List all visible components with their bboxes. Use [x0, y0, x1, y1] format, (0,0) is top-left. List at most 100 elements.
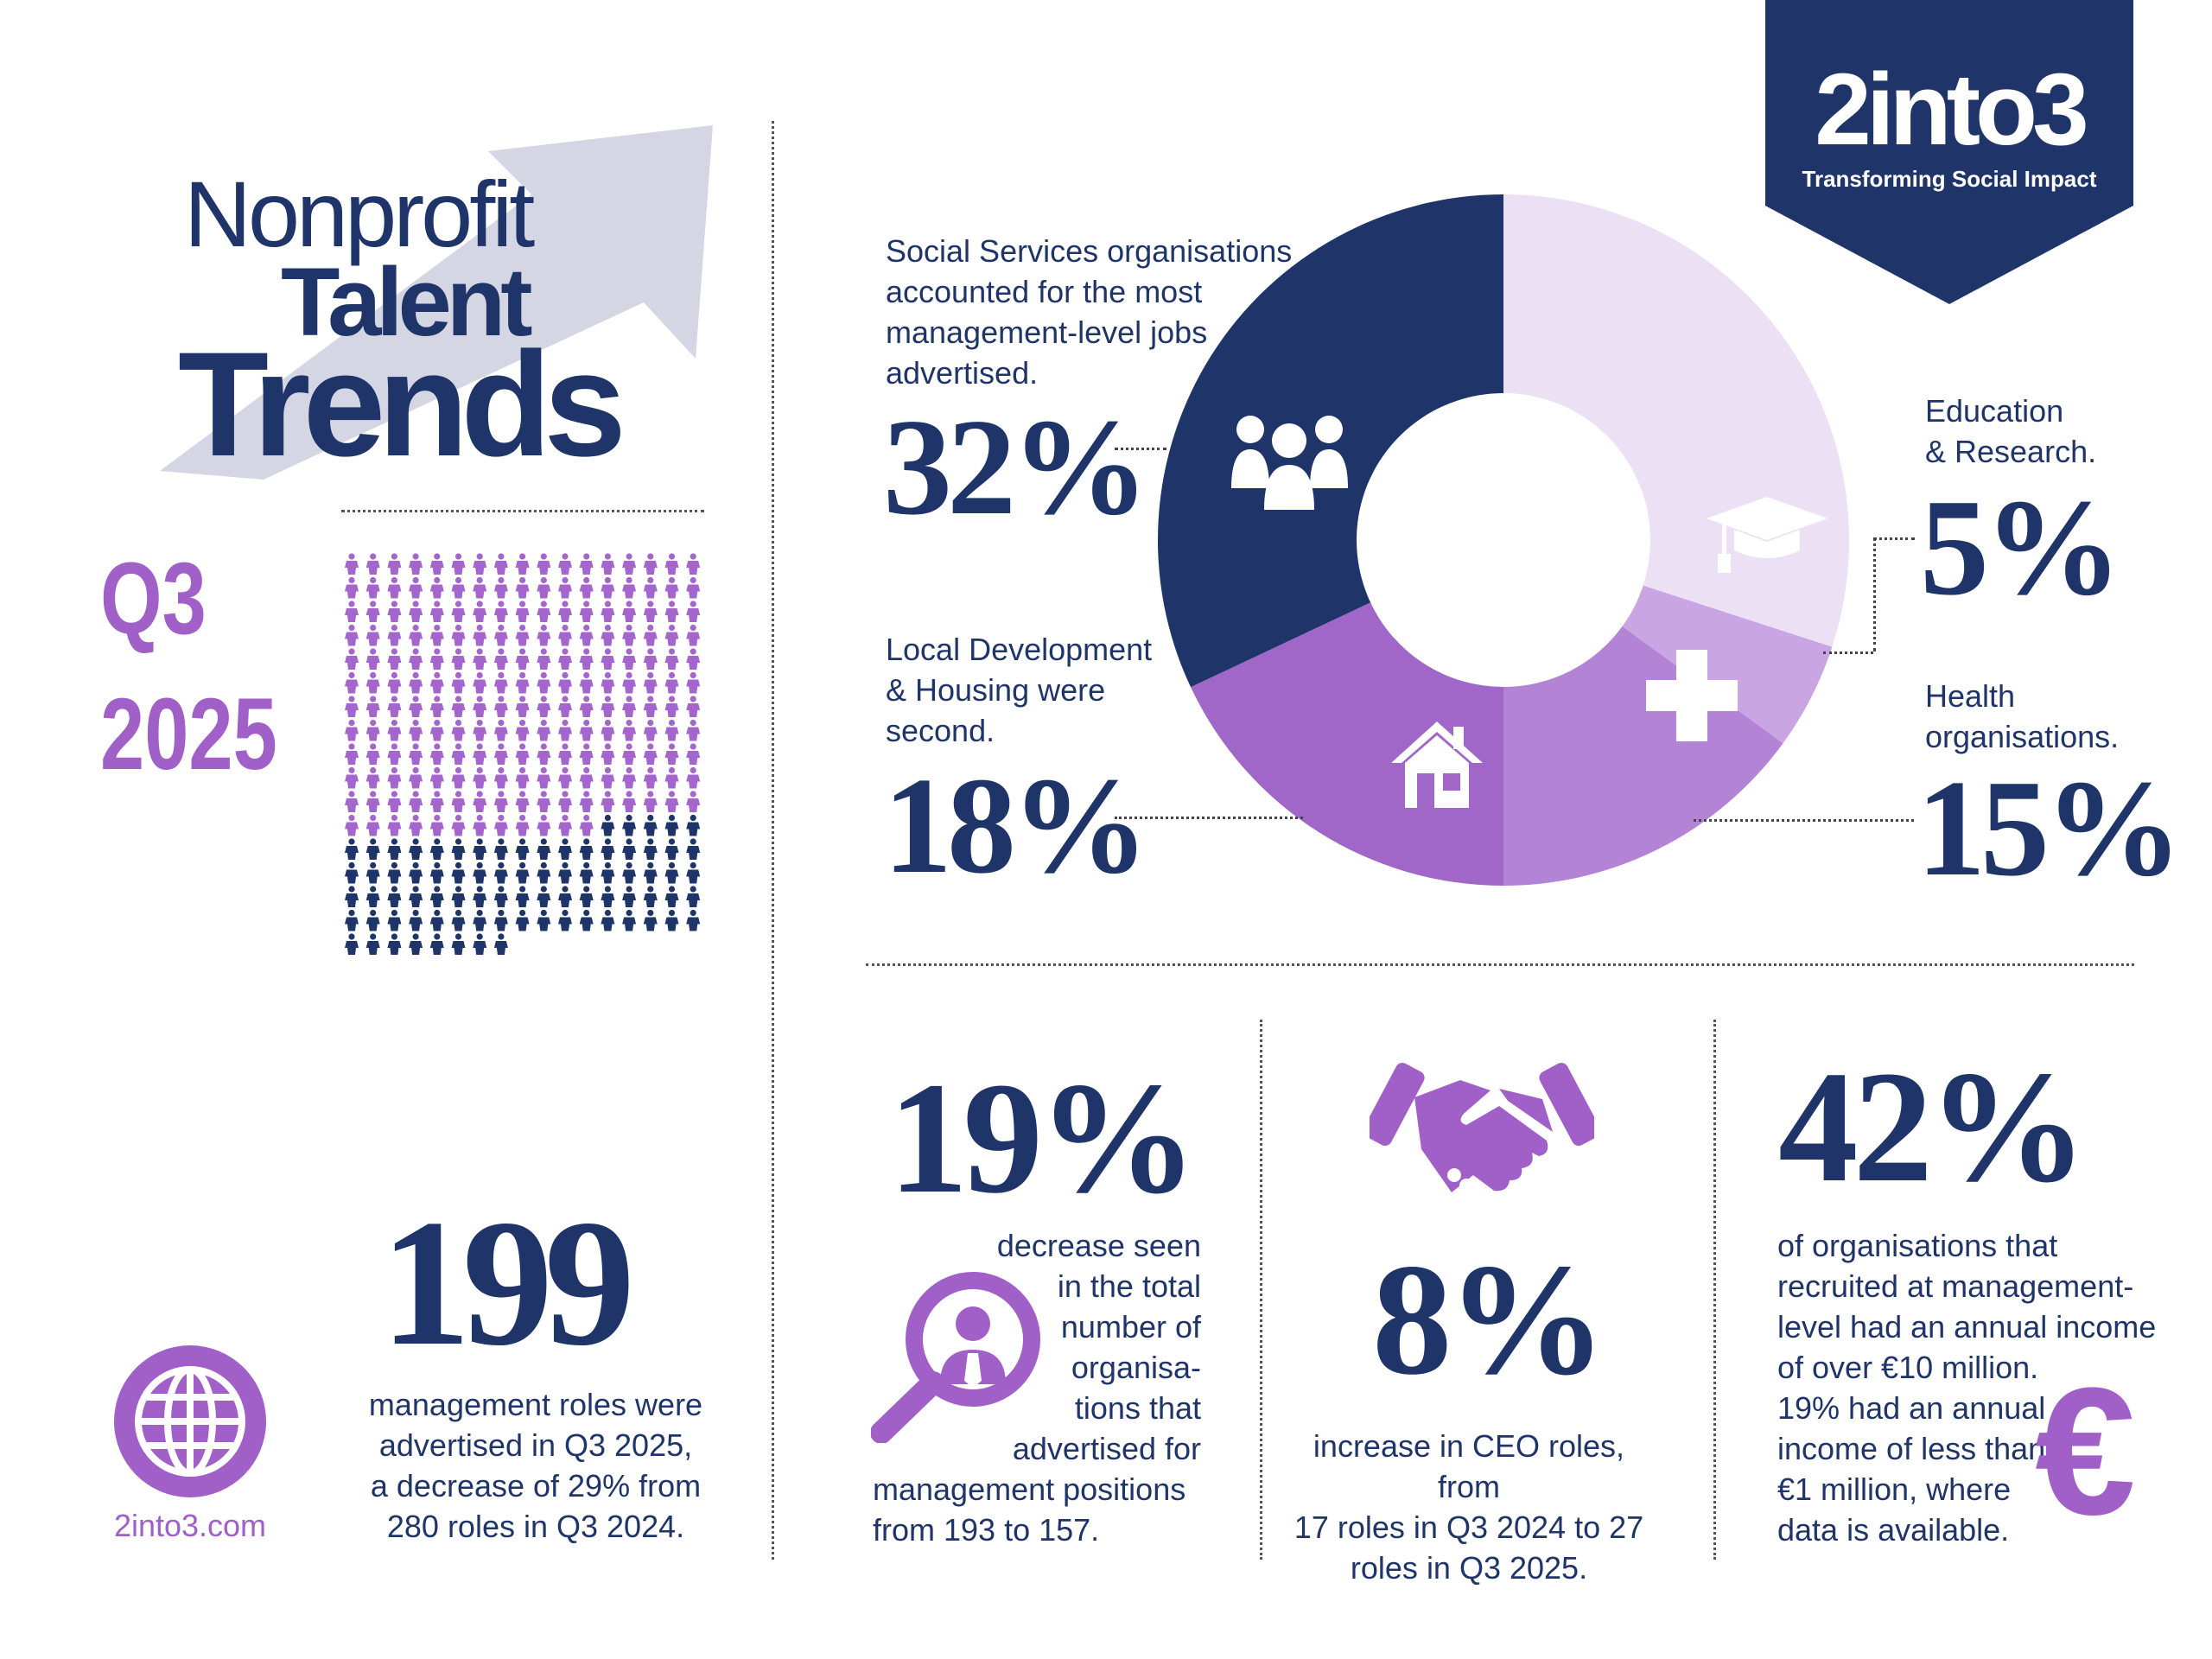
person-icon	[409, 553, 423, 575]
person-icon	[451, 648, 466, 670]
person-icon	[345, 909, 359, 931]
person-icon	[537, 576, 551, 599]
person-icon	[579, 791, 594, 812]
person-icon	[601, 861, 615, 884]
person-icon	[409, 791, 423, 812]
person-icon	[473, 553, 487, 575]
person-icon	[429, 601, 444, 622]
person-icon	[643, 791, 658, 812]
person-icon	[493, 838, 508, 860]
person-icon	[345, 766, 359, 789]
person-icon	[537, 743, 551, 765]
person-icon	[365, 671, 380, 694]
person-icon	[601, 909, 615, 931]
person-icon	[451, 743, 466, 765]
person-icon	[643, 576, 658, 599]
person-icon	[493, 933, 508, 955]
roles-text-line: a decrease of 29% from	[370, 1468, 702, 1503]
annotation-line: Education	[1925, 393, 2064, 429]
person-icon	[345, 886, 359, 907]
person-icon	[451, 909, 466, 931]
person-icon	[664, 719, 679, 741]
person-icon	[664, 838, 679, 860]
person-icon	[579, 743, 594, 765]
person-icon	[558, 601, 572, 622]
slice-label-15: 15%	[1916, 751, 2183, 905]
person-icon	[686, 814, 701, 836]
person-icon	[537, 838, 551, 860]
person-icon	[387, 838, 402, 860]
person-icon	[493, 861, 508, 884]
globe-icon[interactable]	[112, 1344, 268, 1499]
person-icon	[345, 814, 359, 836]
person-icon	[686, 576, 701, 599]
person-icon	[409, 648, 423, 670]
person-icon	[686, 671, 701, 694]
person-icon	[345, 719, 359, 741]
person-icon	[409, 886, 423, 907]
person-icon	[493, 766, 508, 789]
handshake-icon[interactable]	[1370, 1046, 1594, 1218]
person-icon	[686, 766, 701, 789]
person-icon	[515, 719, 530, 741]
logo-brand: 2into3	[1815, 53, 2089, 167]
donut-slice-other	[1503, 194, 1849, 647]
person-icon	[409, 861, 423, 884]
person-icon	[622, 909, 637, 931]
person-icon	[643, 648, 658, 670]
person-icon	[579, 601, 594, 622]
ceo-line: roles in Q3 2025.	[1350, 1550, 1588, 1586]
person-icon	[558, 719, 572, 741]
person-icon	[515, 624, 530, 646]
people-icon	[1231, 416, 1348, 510]
person-icon	[409, 719, 423, 741]
person-icon	[686, 553, 701, 575]
person-icon	[493, 814, 508, 836]
person-icon	[579, 671, 594, 694]
person-icon	[409, 933, 423, 955]
person-icon	[537, 814, 551, 836]
person-icon	[473, 886, 487, 907]
person-icon	[601, 696, 615, 717]
person-icon	[365, 791, 380, 812]
person-icon	[622, 719, 637, 741]
person-icon	[601, 648, 615, 670]
person-icon	[387, 814, 402, 836]
person-icon	[622, 814, 637, 836]
person-icon	[473, 814, 487, 836]
person-icon	[686, 719, 701, 741]
donut-slice-15	[1503, 626, 1783, 886]
person-icon	[537, 553, 551, 575]
local-development-text: Local Development & Housing were second.	[886, 629, 1152, 751]
person-icon	[537, 791, 551, 812]
income-line: of over €10 million.	[1777, 1350, 2039, 1385]
person-icon	[664, 648, 679, 670]
person-icon	[622, 696, 637, 717]
person-icon	[387, 861, 402, 884]
person-icon	[643, 743, 658, 765]
person-icon	[537, 648, 551, 670]
donut-slice-5	[1622, 585, 1833, 744]
person-icon	[451, 553, 466, 575]
person-icon	[451, 886, 466, 907]
person-icon	[579, 648, 594, 670]
person-icon	[429, 696, 444, 717]
person-icon	[387, 933, 402, 955]
slice-label-32: 32%	[883, 390, 1149, 543]
person-icon	[686, 861, 701, 884]
leader-line-32	[1115, 448, 1166, 450]
person-icon	[622, 861, 637, 884]
roles-text-line: 280 roles in Q3 2024.	[386, 1509, 685, 1544]
euro-icon: €	[2035, 1350, 2136, 1553]
person-icon	[664, 743, 679, 765]
person-icon	[345, 624, 359, 646]
person-icon	[515, 553, 530, 575]
person-icon	[493, 696, 508, 717]
website-link[interactable]: 2into3.com	[113, 1508, 267, 1543]
decrease-line: organisa-	[1071, 1350, 1201, 1385]
person-icon	[643, 696, 658, 717]
person-icon	[365, 553, 380, 575]
person-icon	[387, 648, 402, 670]
person-icon	[643, 624, 658, 646]
person-icon	[387, 766, 402, 789]
